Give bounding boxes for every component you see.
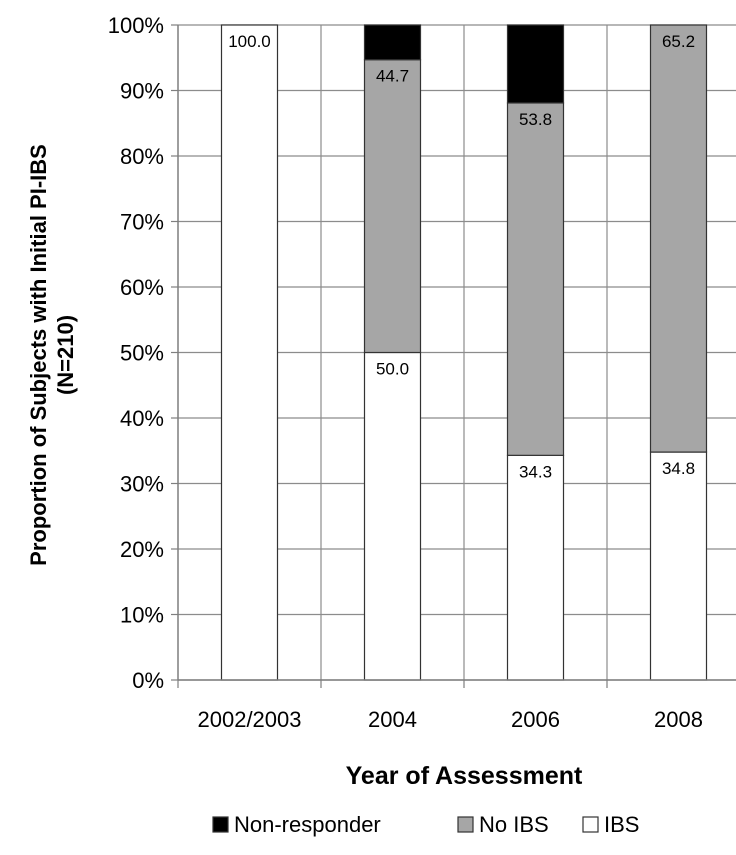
bar-ibs <box>220 24 279 681</box>
axes: 0% 10% 20% 30% 40% 50% 60% 70% 80% 90% 100% 2002/20… <box>108 13 736 732</box>
bar-no-ibs <box>649 24 708 453</box>
y-tick-label: 70% <box>120 210 164 235</box>
data-labels: 100.0 50.0 44.7 34.3 53.8 34.8 65.2 <box>228 32 695 481</box>
x-tick-label: 2002/2003 <box>198 707 302 732</box>
y-tick-label: 80% <box>120 144 164 169</box>
x-tick-label: 2004 <box>368 707 417 732</box>
x-axis-label: Year of Assessment <box>346 762 583 790</box>
y-tick-label: 40% <box>120 406 164 431</box>
y-tick-label: 90% <box>120 79 164 104</box>
legend: Non-responder No IBS IBS <box>212 812 639 837</box>
bar-non-responder <box>363 24 422 61</box>
bars <box>220 24 708 681</box>
y-tick-label: 50% <box>120 341 164 366</box>
data-label: 65.2 <box>662 32 695 51</box>
bar-ibs <box>506 454 565 681</box>
bar-no-ibs <box>363 59 422 354</box>
legend-swatch-non-responder <box>212 816 229 833</box>
data-label: 34.8 <box>662 459 695 478</box>
bar-non-responder <box>506 24 565 104</box>
legend-swatch-ibs <box>582 816 599 833</box>
bar-no-ibs <box>506 102 565 456</box>
data-label: 44.7 <box>376 67 409 86</box>
data-label: 50.0 <box>376 360 409 379</box>
y-axis-label: Proportion of Subjects with Initial PI-I… <box>26 144 51 566</box>
data-label: 34.3 <box>519 462 552 481</box>
y-tick-label: 100% <box>108 13 164 38</box>
bar-ibs <box>649 451 708 681</box>
y-tick-label: 30% <box>120 472 164 497</box>
legend-swatch-no-ibs <box>457 816 474 833</box>
x-tick-label: 2006 <box>511 707 560 732</box>
y-tick-label: 60% <box>120 275 164 300</box>
y-tick-label: 10% <box>120 603 164 628</box>
legend-label-non-responder: Non-responder <box>234 812 381 837</box>
x-tick-label: 2008 <box>654 707 703 732</box>
y-axis-label-line2: (N=210) <box>53 315 78 395</box>
legend-label-no-ibs: No IBS <box>479 812 549 837</box>
data-label: 53.8 <box>519 110 552 129</box>
bar-ibs <box>363 351 422 681</box>
data-label: 100.0 <box>228 32 271 51</box>
legend-label-ibs: IBS <box>604 812 639 837</box>
y-tick-label: 20% <box>120 537 164 562</box>
y-tick-label: 0% <box>132 668 164 693</box>
